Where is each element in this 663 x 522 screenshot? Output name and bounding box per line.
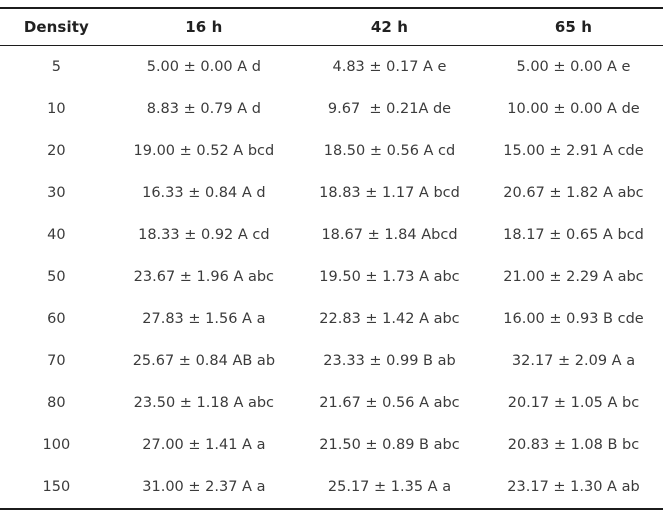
density-cell: 10 <box>47 101 66 117</box>
value-cell-16h: 23.50 ± 1.18 A abc <box>133 395 275 411</box>
value-cell-65h: 20.17 ± 1.05 A bc <box>507 395 640 411</box>
value-cell-42h: 25.17 ± 1.35 A a <box>327 479 452 495</box>
value-cell-65h: 20.83 ± 1.08 B bc <box>507 437 640 453</box>
value-cell-65h: 15.00 ± 2.91 A cde <box>503 143 644 159</box>
value-cell-42h: 4.83 ± 0.17 A e <box>332 59 447 75</box>
value-cell-65h: 20.67 ± 1.82 A abc <box>503 185 644 201</box>
density-cell: 70 <box>47 353 66 369</box>
table-row: 80 23.50 ± 1.18 A abc 21.67 ± 0.56 A abc 20… <box>0 382 663 424</box>
value-cell-42h: 21.50 ± 0.89 B abc <box>319 437 460 453</box>
table-row: 40 18.33 ± 0.92 A cd 18.67 ± 1.84 Abcd 18.1… <box>0 214 663 256</box>
value-cell-16h: 27.00 ± 1.41 A a <box>142 437 266 453</box>
density-cell: 50 <box>47 269 66 285</box>
value-cell-42h: 23.33 ± 0.99 B ab <box>323 353 456 369</box>
table-row: 70 25.67 ± 0.84 AB ab 23.33 ± 0.99 B ab 32.… <box>0 340 663 382</box>
value-cell-42h: 18.67 ± 1.84 Abcd <box>321 227 458 243</box>
table-row: 60 27.83 ± 1.56 A a 22.83 ± 1.42 A abc 16.0… <box>0 298 663 340</box>
density-cell: 60 <box>47 311 66 327</box>
table-row: 30 16.33 ± 0.84 A d 18.83 ± 1.17 A bcd 20.6… <box>0 172 663 214</box>
value-cell-42h: 19.50 ± 1.73 A abc <box>319 269 460 285</box>
value-cell-65h: 10.00 ± 0.00 A de <box>507 101 640 117</box>
value-cell-65h: 32.17 ± 2.09 A a <box>511 353 636 369</box>
table-header: Density 16 h 42 h 65 h <box>0 8 663 46</box>
table-row: 100 27.00 ± 1.41 A a 21.50 ± 0.89 B abc 20.… <box>0 424 663 466</box>
value-cell-42h: 22.83 ± 1.42 A abc <box>319 311 460 327</box>
value-cell-65h: 21.00 ± 2.29 A abc <box>503 269 644 285</box>
column-header-42h: 42 h <box>295 8 484 46</box>
density-cell: 20 <box>47 143 66 159</box>
density-time-table: Density 16 h 42 h 65 h 5 5.00 ± 0.00 A d 4… <box>0 7 663 510</box>
density-cell: 30 <box>47 185 66 201</box>
value-cell-16h: 19.00 ± 0.52 A bcd <box>133 143 275 159</box>
value-cell-16h: 18.33 ± 0.92 A cd <box>138 227 270 243</box>
density-cell: 5 <box>51 59 61 75</box>
table-row: 150 31.00 ± 2.37 A a 25.17 ± 1.35 A a 23.17… <box>0 466 663 509</box>
table-row: 5 5.00 ± 0.00 A d 4.83 ± 0.17 A e 5.00 ± 0.… <box>0 46 663 89</box>
column-header-65h: 65 h <box>483 8 663 46</box>
density-cell: 100 <box>42 437 71 453</box>
table-row: 20 19.00 ± 0.52 A bcd 18.50 ± 0.56 A cd 15.… <box>0 130 663 172</box>
value-cell-65h: 16.00 ± 0.93 B cde <box>503 311 644 327</box>
column-header-16h: 16 h <box>112 8 296 46</box>
value-cell-16h: 16.33 ± 0.84 A d <box>142 185 266 201</box>
density-cell: 40 <box>47 227 66 243</box>
density-cell: 80 <box>47 395 66 411</box>
value-cell-65h: 23.17 ± 1.30 A ab <box>507 479 640 495</box>
header-row: Density 16 h 42 h 65 h <box>0 8 663 46</box>
column-header-density: Density <box>0 8 113 46</box>
density-cell: 150 <box>42 479 71 495</box>
table-row: 50 23.67 ± 1.96 A abc 19.50 ± 1.73 A abc 21… <box>0 256 663 298</box>
value-cell-42h: 18.83 ± 1.17 A bcd <box>319 185 460 201</box>
value-cell-65h: 5.00 ± 0.00 A e <box>516 59 631 75</box>
value-cell-16h: 8.83 ± 0.79 A d <box>146 101 261 117</box>
table-row: 10 8.83 ± 0.79 A d 9.67 ± 0.21A de 10.00 ± … <box>0 88 663 130</box>
value-cell-65h: 18.17 ± 0.65 A bcd <box>503 227 644 243</box>
table-body: 5 5.00 ± 0.00 A d 4.83 ± 0.17 A e 5.00 ± 0.… <box>0 46 663 510</box>
value-cell-16h: 27.83 ± 1.56 A a <box>142 311 266 327</box>
value-cell-16h: 5.00 ± 0.00 A d <box>146 59 261 75</box>
value-cell-16h: 31.00 ± 2.37 A a <box>142 479 266 495</box>
value-cell-16h: 23.67 ± 1.96 A abc <box>133 269 275 285</box>
value-cell-16h: 25.67 ± 0.84 AB ab <box>132 353 276 369</box>
table-container: Density 16 h 42 h 65 h 5 5.00 ± 0.00 A d 4… <box>0 7 663 510</box>
value-cell-42h: 18.50 ± 0.56 A cd <box>323 143 456 159</box>
value-cell-42h: 21.67 ± 0.56 A abc <box>319 395 460 411</box>
value-cell-42h: 9.67 ± 0.21A de <box>327 101 452 117</box>
